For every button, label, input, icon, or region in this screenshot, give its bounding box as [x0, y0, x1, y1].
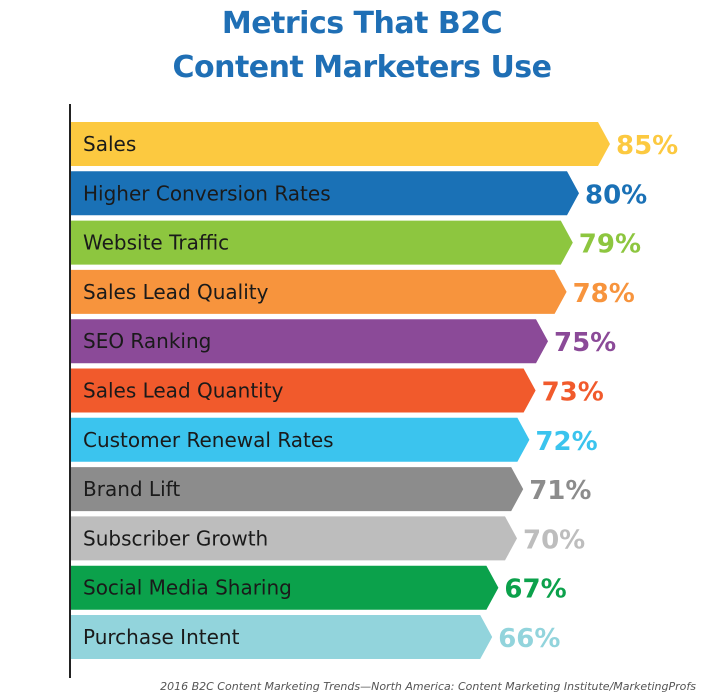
bar-5: [71, 319, 548, 364]
bar-3: [71, 220, 573, 265]
bar-label-6: Sales Lead Quantity: [83, 379, 284, 403]
bar-4: [71, 269, 567, 314]
bar-6: [71, 368, 536, 413]
bar-8: [71, 467, 524, 512]
value-label-9: 70%: [523, 525, 585, 555]
bar-label-1: Sales: [83, 132, 136, 156]
value-label-7: 72%: [535, 427, 597, 457]
bars-group: Sales 85% Higher Conversion Rates 80% Websit…: [69, 104, 678, 678]
bar-11: [71, 615, 493, 659]
title-line-2: Content Marketers Use: [172, 50, 552, 85]
bar-2: [71, 171, 579, 216]
value-label-8: 71%: [529, 476, 591, 506]
bar-label-8: Brand Lift: [83, 477, 180, 501]
bar-label-7: Customer Renewal Rates: [83, 428, 334, 452]
bar-label-9: Subscriber Growth: [83, 526, 268, 550]
chart-title: Metrics That B2C Content Marketers Use: [0, 2, 724, 90]
bar-10: [71, 565, 499, 610]
value-label-6: 73%: [542, 378, 604, 408]
value-label-2: 80%: [585, 180, 647, 210]
bar-label-10: Social Media Sharing: [83, 576, 292, 600]
value-label-4: 78%: [573, 279, 635, 309]
bar-label-11: Purchase Intent: [83, 625, 240, 649]
value-label-11: 66%: [498, 624, 560, 654]
bar-9: [71, 516, 517, 561]
source-note: 2016 B2C Content Marketing Trends—North …: [160, 680, 696, 693]
value-label-1: 85%: [616, 131, 678, 161]
title-line-1: Metrics That B2C: [221, 6, 503, 41]
value-label-3: 79%: [579, 230, 641, 260]
value-label-5: 75%: [554, 328, 616, 358]
bar-label-5: SEO Ranking: [83, 329, 211, 353]
bar-7: [71, 417, 530, 462]
bar-label-2: Higher Conversion Rates: [83, 181, 331, 205]
bar-label-3: Website Traffic: [83, 231, 229, 255]
bar-1: [71, 122, 610, 166]
bar-label-4: Sales Lead Quality: [83, 280, 269, 304]
value-label-10: 67%: [504, 575, 566, 605]
